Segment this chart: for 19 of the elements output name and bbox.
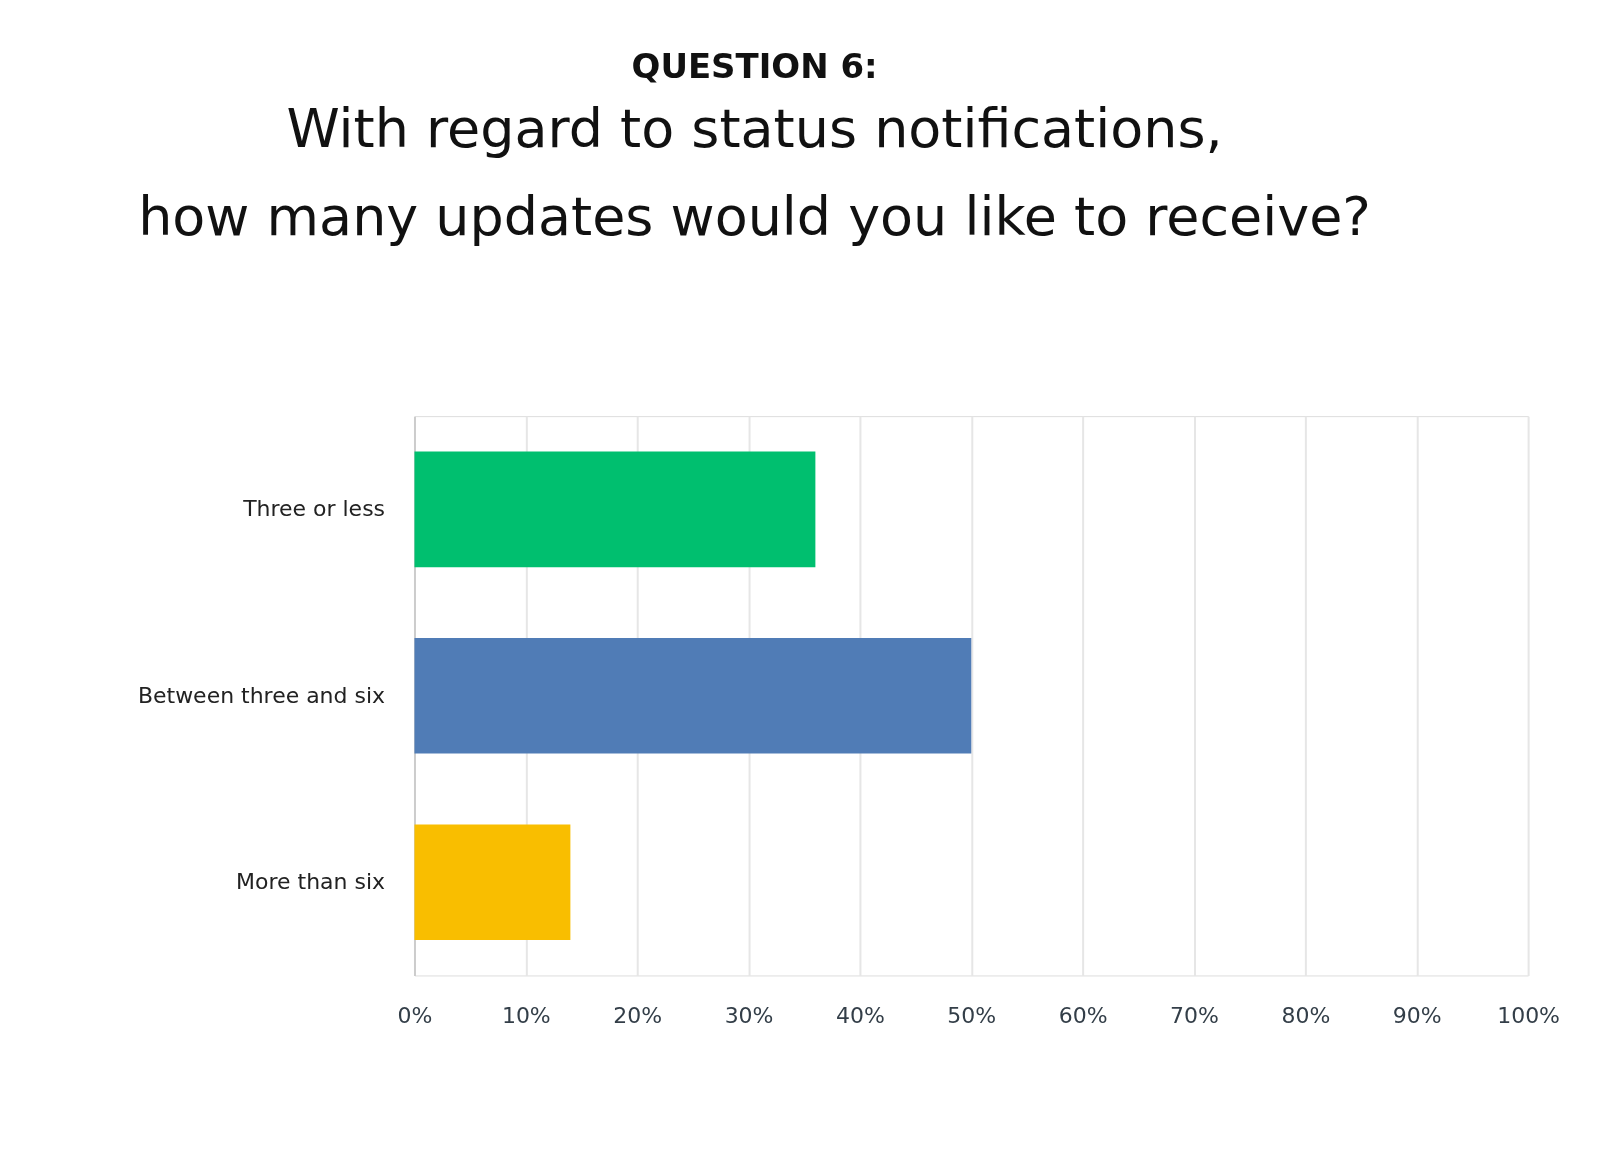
x-tick-label: 10% (501, 1002, 551, 1028)
x-tick-label: 60% (1058, 1002, 1108, 1028)
x-tick-label: 30% (724, 1002, 774, 1028)
y-tick-label: Three or less (242, 496, 386, 522)
x-tick-label: 0% (397, 1002, 433, 1028)
bar (414, 637, 972, 754)
bar (414, 451, 816, 568)
chart-title: QUESTION 6: (631, 45, 878, 86)
y-tick-label: Between three and six (137, 682, 386, 708)
bar (414, 824, 571, 941)
chart-subtitle: With regard to status notifications, how many updates would you like to receive? (138, 97, 1371, 249)
x-tick-label: 70% (1170, 1002, 1219, 1028)
x-tick-label: 40% (836, 1002, 885, 1028)
x-tick-label: 100% (1497, 1002, 1560, 1028)
x-tick-label: 80% (1281, 1002, 1331, 1028)
x-tick-label: 50% (947, 1002, 997, 1028)
y-tick-label: More than six (236, 869, 386, 895)
x-tick-label: 90% (1392, 1002, 1442, 1028)
x-tick-label: 20% (613, 1002, 663, 1028)
